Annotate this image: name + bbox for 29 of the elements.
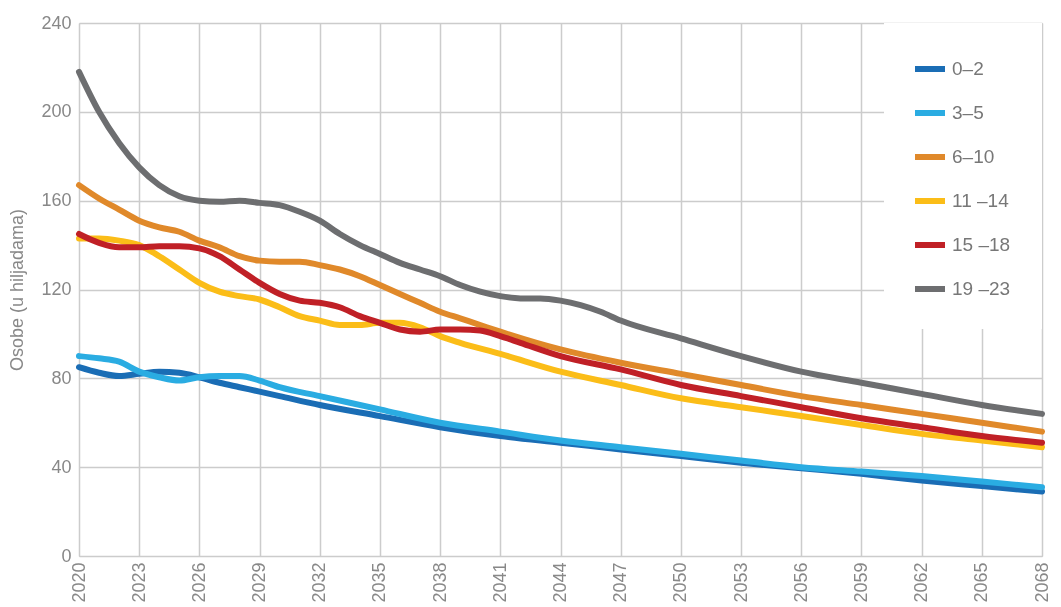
x-tick-label: 2062	[911, 562, 932, 603]
x-tick-label: 2032	[309, 562, 330, 603]
y-tick-label: 120	[41, 279, 72, 299]
y-axis-title: Osobe (u hiljadama)	[7, 208, 28, 372]
x-tick-label: 2029	[249, 562, 270, 603]
y-tick-label: 240	[41, 12, 72, 33]
legend-label: 11 –14	[952, 190, 1010, 211]
x-tick-label: 2041	[489, 562, 510, 603]
x-tick-label: 2035	[369, 562, 390, 603]
x-tick-label: 2059	[850, 562, 871, 603]
legend-label: 3–5	[952, 102, 984, 123]
x-tick-label: 2023	[128, 562, 149, 603]
legend-label: 0–2	[952, 58, 984, 79]
y-tick-label: 200	[41, 101, 72, 122]
legend-label: 15 –18	[952, 234, 1011, 255]
y-tick-label: 40	[51, 456, 72, 477]
x-tick-label: 2026	[188, 562, 209, 603]
x-tick-label: 2047	[610, 562, 631, 603]
y-tick-label: 80	[51, 367, 72, 388]
legend-label: 6–10	[952, 146, 995, 167]
x-tick-label: 2068	[1031, 562, 1052, 603]
y-tick-label: 160	[41, 190, 72, 211]
x-tick-label: 2053	[730, 562, 751, 603]
x-tick-label: 2065	[971, 562, 992, 603]
x-tick-label: 2050	[670, 562, 691, 603]
x-tick-label: 2056	[790, 562, 811, 603]
legend-label: 19 –23	[952, 278, 1011, 299]
x-tick-label: 2044	[550, 562, 570, 603]
x-tick-label: 2038	[429, 562, 450, 603]
